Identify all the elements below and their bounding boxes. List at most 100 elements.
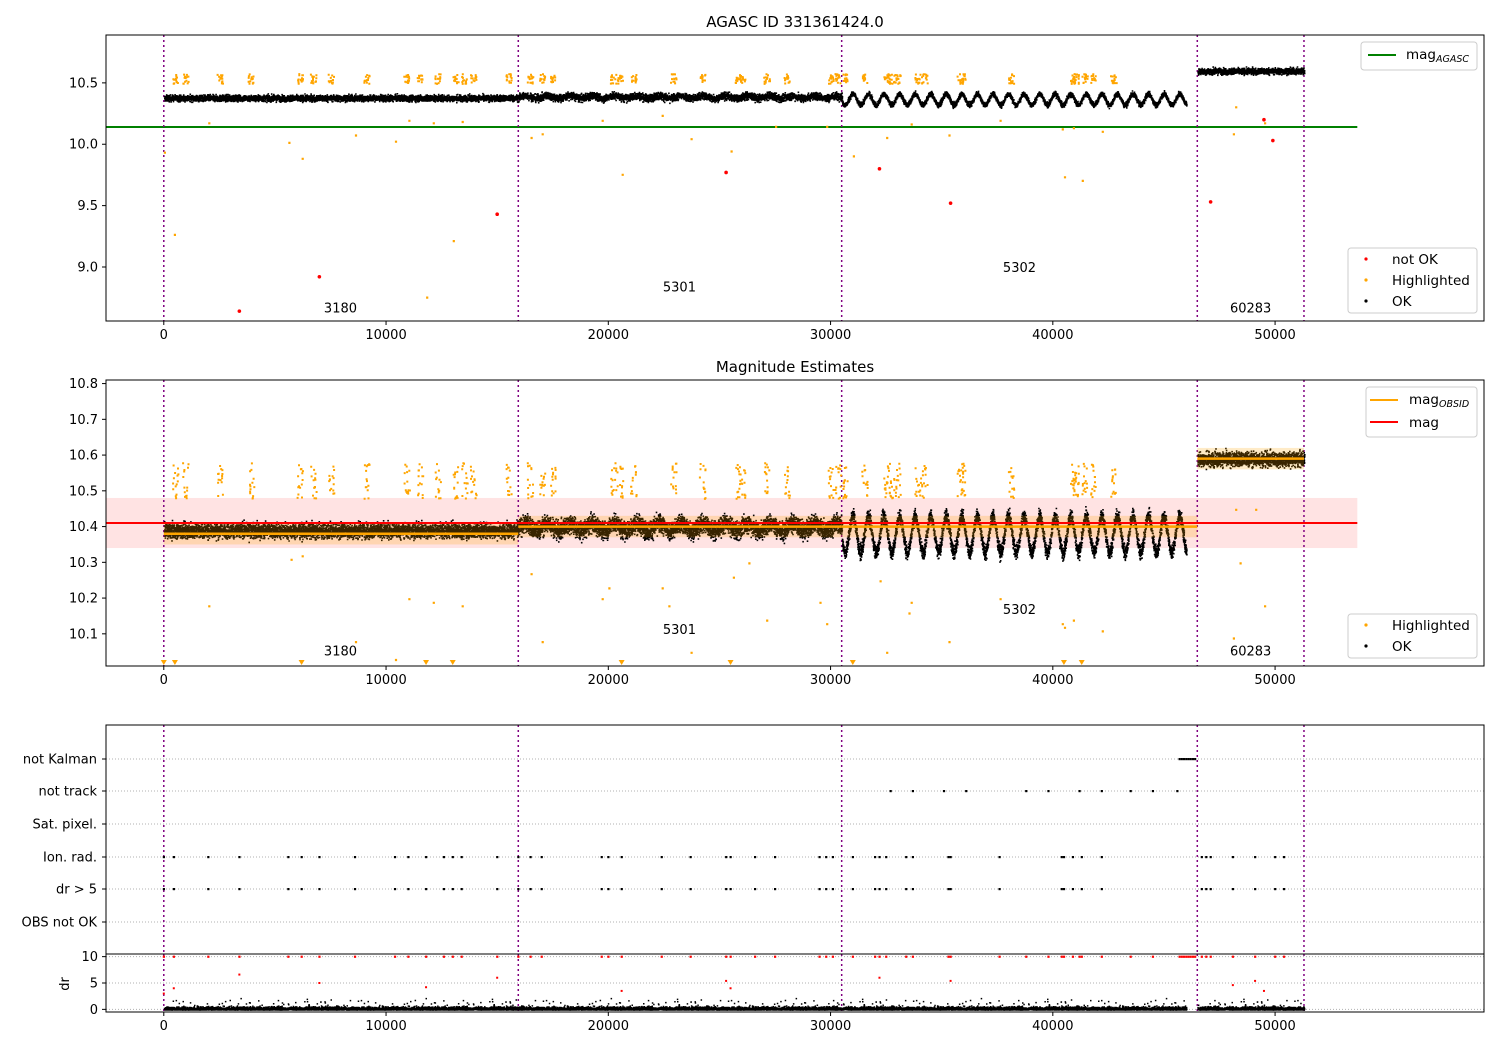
flag-point: [1191, 758, 1195, 761]
flag-point: [818, 856, 821, 859]
flag-point: [878, 888, 881, 891]
flag-point: [1151, 790, 1155, 793]
flag-point: [407, 888, 410, 891]
flag-point: [1062, 856, 1066, 859]
dr-flagged-point: [300, 955, 303, 958]
dr-flagged-point: [1205, 955, 1208, 958]
flag-point: [1187, 758, 1190, 761]
dr-flagged-point: [1062, 955, 1066, 958]
p2-xtick-label: 50000: [1254, 673, 1295, 688]
p1-ok-points: [163, 66, 1306, 110]
flag-point: [442, 856, 446, 859]
panel1-legend-top: magAGASC: [1360, 41, 1478, 71]
dr-flagged-point: [496, 955, 499, 958]
dr-flagged-point: [885, 955, 888, 958]
flag-row-label: not track: [38, 785, 97, 800]
p2-offscale-marker: [423, 660, 430, 665]
dr-flagged-point: [1047, 955, 1050, 958]
flag-point: [753, 856, 757, 859]
dr-flagged-point: [1254, 955, 1257, 958]
dr-flagged-point: [287, 955, 290, 958]
legend-mag-label: mag: [1409, 415, 1439, 431]
panel2-legend-top: magOBSID mag: [1365, 386, 1478, 438]
p1-not-ok-point: [1262, 117, 1266, 122]
dr-flagged-point: [725, 979, 728, 982]
flag-point: [1062, 888, 1066, 891]
flag-point: [851, 856, 854, 859]
p1-not-ok-point: [1208, 200, 1213, 204]
panel1-title: AGASC ID 331361424.0: [706, 13, 884, 31]
dr-flagged-point: [451, 955, 454, 958]
p1-not-ok-point: [948, 201, 953, 205]
p2-ytick-label: 10.7: [69, 413, 98, 428]
dr-flagged-point: [1078, 955, 1081, 958]
dr-flagged-point: [318, 982, 321, 984]
dr-flagged-point: [1185, 955, 1188, 958]
dr-flagged-point: [1182, 955, 1186, 958]
flag-point: [1282, 888, 1286, 891]
dr-flagged-point: [725, 955, 728, 958]
flag-point: [393, 856, 397, 859]
dr-flagged-point: [407, 955, 410, 958]
flag-point: [1205, 856, 1208, 859]
dr-flagged-point: [442, 955, 446, 958]
flag-point: [818, 888, 821, 891]
p2-offscale-marker: [298, 660, 305, 665]
flag-point: [425, 856, 428, 859]
flag-point: [689, 888, 692, 891]
flag-point: [238, 856, 241, 859]
p4-xtick-label: 50000: [1254, 1019, 1295, 1034]
flag-row-label: Sat. pixel.: [33, 818, 97, 833]
p2-xtick-label: 20000: [588, 673, 629, 688]
dr-flagged-point: [1231, 955, 1235, 958]
dr-flagged-point: [878, 976, 881, 979]
flag-point: [207, 856, 210, 859]
flag-point: [620, 856, 623, 859]
flag-point: [949, 888, 952, 891]
p4-xtick-label: 0: [160, 1019, 168, 1034]
legend2-highlighted-label: Highlighted: [1392, 618, 1470, 634]
flag-point: [607, 856, 610, 859]
flag-point: [905, 856, 908, 859]
flag-point: [851, 888, 854, 891]
flag-point: [911, 856, 914, 859]
flag-point: [162, 856, 165, 859]
flag-point: [1071, 888, 1075, 891]
flag-row-label: not Kalman: [23, 753, 97, 768]
dr-flagged-point: [1100, 955, 1103, 958]
panel1-frame: [105, 34, 1485, 322]
dr-flagged-point: [1025, 955, 1028, 958]
flag-point: [1209, 856, 1212, 859]
flag-point: [1209, 888, 1212, 891]
p1-xtick-label: 10000: [365, 328, 406, 343]
flag-point: [1231, 856, 1235, 859]
p2-offscale-marker: [449, 660, 456, 665]
flag-point: [1274, 856, 1277, 859]
p1-not-ok-point: [317, 275, 322, 279]
p2-ytick-label: 10.2: [69, 592, 98, 607]
flag-point: [911, 790, 914, 793]
flag-point: [874, 856, 877, 859]
p2-ytick-label: 10.4: [69, 520, 98, 535]
flag-point: [1100, 888, 1103, 891]
p1-not-ok-point: [237, 309, 242, 313]
flag-point: [460, 856, 463, 859]
p2-offscale-marker: [618, 660, 625, 665]
panel2-title: Magnitude Estimates: [716, 358, 874, 376]
panel1-legend-bottom: not OK Highlighted OK: [1347, 247, 1478, 314]
flag-point: [607, 888, 610, 891]
flag-point: [729, 888, 732, 891]
p2-obsid-label: 5301: [663, 623, 696, 638]
flag-point: [874, 888, 877, 891]
legend2-highlighted-marker: [1364, 623, 1368, 627]
dr-flagged-point: [949, 955, 952, 958]
flag-point: [773, 856, 777, 859]
flag-point: [287, 856, 290, 859]
flag-point: [942, 790, 946, 793]
flag-point: [1200, 856, 1203, 859]
flag-point: [965, 790, 968, 793]
flag-point: [393, 888, 397, 891]
flag-point: [831, 856, 834, 859]
flag-point: [207, 888, 210, 891]
